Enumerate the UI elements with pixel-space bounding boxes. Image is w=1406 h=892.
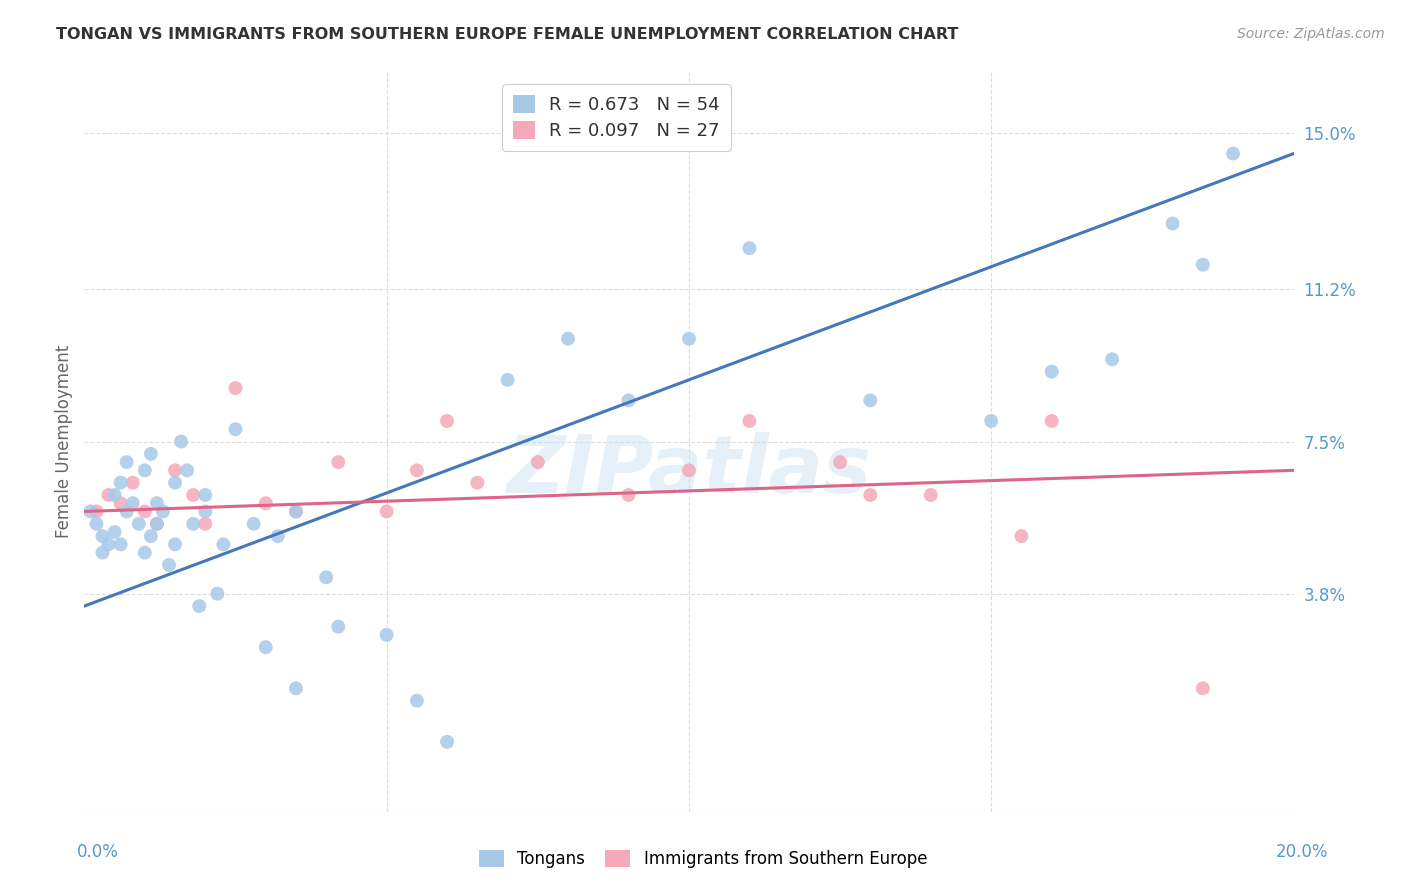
Point [79, 504, 101, 518]
Point [436, 414, 458, 428]
Point [104, 524, 127, 539]
Text: Source: ZipAtlas.com: Source: ZipAtlas.com [1237, 27, 1385, 41]
Legend: R = 0.673   N = 54, R = 0.097   N = 27: R = 0.673 N = 54, R = 0.097 N = 27 [502, 84, 731, 151]
Text: ZIPatlas: ZIPatlas [506, 432, 872, 510]
Y-axis label: Female Unemployment: Female Unemployment [55, 345, 73, 538]
Point [188, 599, 211, 613]
Point [97, 488, 120, 502]
Point [375, 628, 398, 642]
Text: 20.0%: 20.0% [1277, 843, 1329, 861]
Point [128, 516, 150, 531]
Point [315, 570, 337, 584]
Point [134, 546, 156, 560]
Point [1161, 217, 1184, 231]
Point [1040, 414, 1063, 428]
Point [139, 447, 162, 461]
Point [406, 463, 429, 477]
Point [1101, 352, 1123, 367]
Point [212, 537, 235, 551]
Point [165, 475, 187, 490]
Point [617, 488, 640, 502]
Point [496, 373, 519, 387]
Point [254, 496, 277, 510]
Point [328, 455, 350, 469]
Point [738, 241, 761, 255]
Point [110, 537, 132, 551]
Text: TONGAN VS IMMIGRANTS FROM SOUTHERN EUROPE FEMALE UNEMPLOYMENT CORRELATION CHART: TONGAN VS IMMIGRANTS FROM SOUTHERN EUROP… [56, 27, 959, 42]
Point [194, 516, 217, 531]
Point [859, 488, 882, 502]
Point [165, 537, 187, 551]
Point [267, 529, 290, 543]
Point [225, 422, 247, 436]
Point [146, 516, 169, 531]
Text: 0.0%: 0.0% [77, 843, 120, 861]
Point [406, 694, 429, 708]
Point [678, 332, 700, 346]
Point [678, 463, 700, 477]
Point [1222, 146, 1244, 161]
Point [242, 516, 264, 531]
Point [181, 488, 204, 502]
Point [91, 546, 114, 560]
Point [121, 475, 143, 490]
Point [152, 504, 174, 518]
Point [225, 381, 247, 395]
Point [467, 475, 489, 490]
Point [134, 504, 156, 518]
Point [1011, 529, 1033, 543]
Point [285, 504, 308, 518]
Point [115, 504, 138, 518]
Point [146, 516, 169, 531]
Point [115, 455, 138, 469]
Point [830, 455, 852, 469]
Point [157, 558, 180, 572]
Point [139, 529, 162, 543]
Point [97, 537, 120, 551]
Point [194, 488, 217, 502]
Point [527, 455, 550, 469]
Point [207, 587, 229, 601]
Point [170, 434, 193, 449]
Point [375, 504, 398, 518]
Point [181, 516, 204, 531]
Point [86, 504, 108, 518]
Point [146, 496, 169, 510]
Point [86, 516, 108, 531]
Point [1040, 365, 1063, 379]
Point [980, 414, 1002, 428]
Point [134, 463, 156, 477]
Point [436, 735, 458, 749]
Point [328, 620, 350, 634]
Point [110, 475, 132, 490]
Point [285, 681, 308, 696]
Point [165, 463, 187, 477]
Point [91, 529, 114, 543]
Point [738, 414, 761, 428]
Point [859, 393, 882, 408]
Point [104, 488, 127, 502]
Point [920, 488, 942, 502]
Point [1192, 258, 1215, 272]
Point [121, 496, 143, 510]
Point [285, 504, 308, 518]
Legend: Tongans, Immigrants from Southern Europe: Tongans, Immigrants from Southern Europe [472, 843, 934, 875]
Point [557, 332, 579, 346]
Point [617, 393, 640, 408]
Point [110, 496, 132, 510]
Point [1192, 681, 1215, 696]
Point [254, 640, 277, 655]
Point [194, 504, 217, 518]
Point [176, 463, 198, 477]
